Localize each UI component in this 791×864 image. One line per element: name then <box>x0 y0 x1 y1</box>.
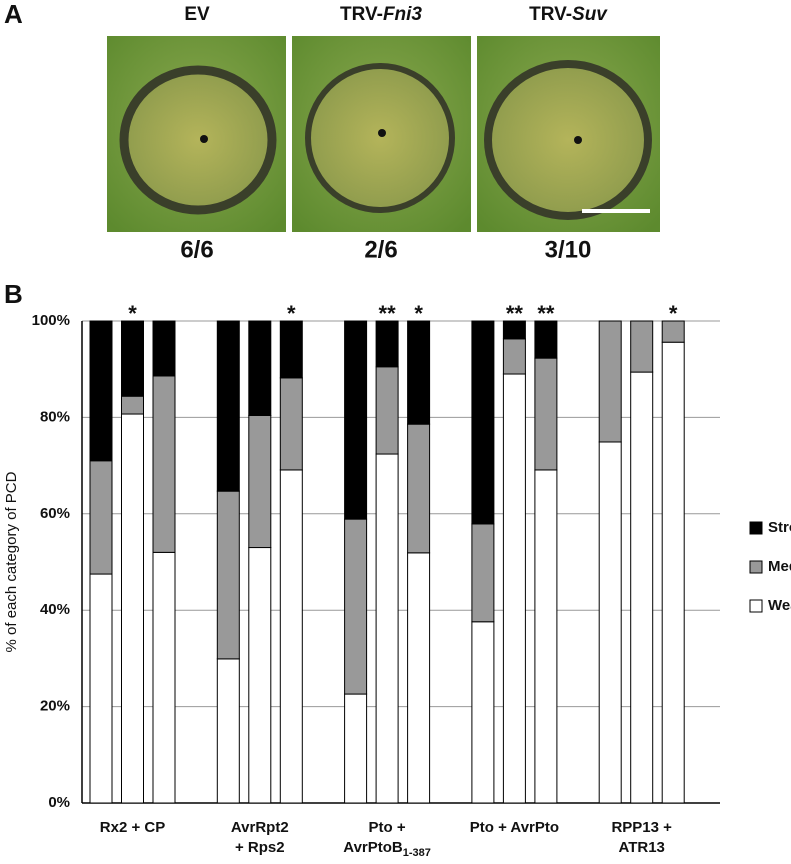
legend-swatch <box>749 521 763 535</box>
significance-label: ** <box>506 301 524 326</box>
group-label: Pto + <box>369 819 406 836</box>
group-label: AvrPtoB1-387 <box>343 839 431 859</box>
condition-prefix: EV <box>184 4 210 25</box>
bar-segment <box>248 547 272 804</box>
panel-label: A <box>4 0 23 29</box>
y-tick-label: 20% <box>40 698 70 715</box>
bar-segment <box>344 320 368 520</box>
bar-segment <box>89 320 113 462</box>
bar-segment <box>279 377 303 471</box>
bar-segment <box>344 518 368 695</box>
significance-label: * <box>287 301 296 326</box>
condition-label: EV <box>184 4 210 25</box>
bar-segment <box>407 423 431 554</box>
bar-segment <box>471 320 495 525</box>
bar-segment <box>471 621 495 804</box>
group-label-line: Rx2 + CP <box>100 819 165 836</box>
significance-label: * <box>414 301 423 326</box>
group-label-subscript: 1-387 <box>403 847 431 859</box>
bar-segment <box>152 551 176 804</box>
group-label: ATR13 <box>618 839 664 856</box>
bar-segment <box>89 573 113 804</box>
y-tick-label: 60% <box>40 505 70 522</box>
condition-prefix: TRV- <box>529 4 572 25</box>
bar-segment <box>248 320 272 416</box>
condition-gene: Fni3 <box>383 4 422 25</box>
group-label: AvrRpt2 <box>231 819 289 836</box>
bar-segment <box>534 357 558 471</box>
bar-segment <box>502 338 526 375</box>
bar-segment <box>152 320 176 377</box>
legend-label: Weak <box>768 597 791 614</box>
bar-segment <box>471 523 495 623</box>
panel-label: B <box>4 279 23 309</box>
ratio-label: 3/10 <box>545 236 592 263</box>
group-label-line: Pto + AvrPto <box>470 819 559 836</box>
bar-segment <box>598 441 622 804</box>
bar-segment <box>598 320 622 443</box>
bar-segment <box>630 371 654 804</box>
y-tick-label: 40% <box>40 601 70 618</box>
bar-segment <box>502 320 526 340</box>
bar-segment <box>216 658 240 804</box>
bar-segment <box>630 320 654 373</box>
bar-segment <box>375 453 399 804</box>
legend-label: Medium <box>768 558 791 575</box>
bar-segment <box>248 414 272 549</box>
y-tick-label: 80% <box>40 408 70 425</box>
bar-segment <box>344 693 368 804</box>
bar-segment <box>407 320 431 425</box>
bar-segment <box>279 320 303 379</box>
bar-segment <box>661 320 685 343</box>
bar-segment <box>534 469 558 804</box>
y-tick-label: 100% <box>32 312 70 329</box>
bar-segment <box>661 341 685 804</box>
leaf-photo <box>292 36 471 232</box>
group-label-line: AvrPtoB <box>343 839 403 856</box>
significance-label: * <box>128 301 137 326</box>
legend-swatch <box>749 599 763 613</box>
bar-segment <box>121 320 144 397</box>
bar-segment <box>534 320 558 359</box>
bar-segment <box>121 395 144 415</box>
bar-segment <box>375 320 399 368</box>
bar-segment <box>152 375 176 553</box>
leaf-photo <box>477 36 660 232</box>
condition-gene: Suv <box>572 4 608 25</box>
leaf-photo <box>107 36 286 232</box>
group-label-line: Pto + <box>369 819 406 836</box>
group-label-line: + Rps2 <box>235 839 285 856</box>
significance-label: ** <box>379 301 397 326</box>
group-label-line: ATR13 <box>618 839 664 856</box>
ratio-label: 2/6 <box>364 236 397 263</box>
condition-label: TRV-Fni3 <box>340 4 422 25</box>
significance-label: * <box>669 301 678 326</box>
bar-segment <box>121 413 144 804</box>
bar-segment <box>407 552 431 804</box>
y-axis-label: % of each category of PCD <box>3 471 20 652</box>
y-tick-label: 0% <box>48 794 70 811</box>
group-label: Pto + AvrPto <box>470 819 559 836</box>
legend-label: Strong <box>768 519 791 536</box>
bar-segment <box>279 469 303 804</box>
group-label: Rx2 + CP <box>100 819 165 836</box>
bar-segment <box>216 320 240 492</box>
bar-segment <box>502 373 526 804</box>
bar-segment <box>89 460 113 575</box>
bar-segment <box>216 490 240 660</box>
ratio-label: 6/6 <box>180 236 213 263</box>
group-label-line: AvrRpt2 <box>231 819 289 836</box>
condition-label: TRV-Suv <box>529 4 608 25</box>
group-label: + Rps2 <box>235 839 285 856</box>
group-label-line: RPP13 + <box>611 819 672 836</box>
bar-segment <box>375 366 399 455</box>
condition-prefix: TRV- <box>340 4 383 25</box>
legend-swatch <box>749 560 763 574</box>
group-label: RPP13 + <box>611 819 672 836</box>
significance-label: ** <box>537 301 555 326</box>
